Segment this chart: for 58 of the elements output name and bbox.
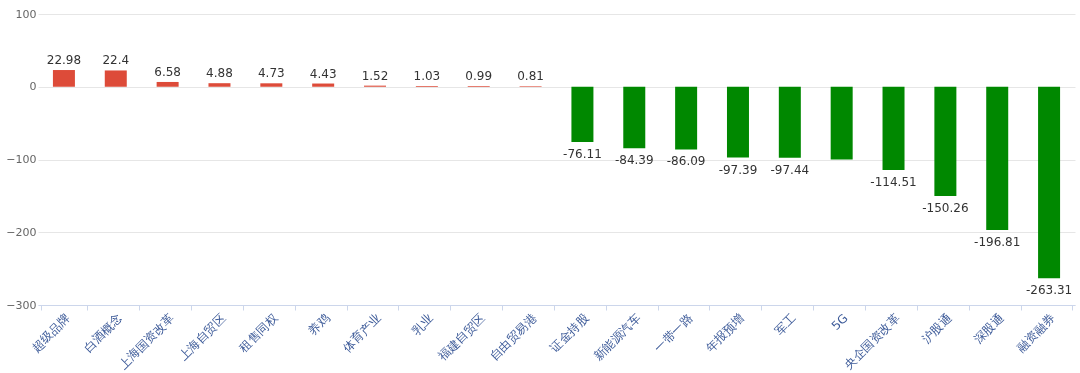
data-label: 4.73	[257, 66, 285, 81]
x-tick-label: 年报预增	[703, 311, 747, 355]
data-label: 0.99	[465, 69, 493, 84]
x-tick-label: 租售同权	[236, 311, 281, 355]
x-tick-label: 养鸡	[305, 311, 333, 338]
data-label: 4.43	[309, 66, 337, 81]
x-tick-label: 深股通	[970, 311, 1007, 347]
data-label: -196.81	[974, 234, 1021, 249]
data-label: 1.03	[413, 69, 441, 83]
data-label: -76.11	[563, 147, 602, 162]
x-tick-label: 上海自贸区	[176, 311, 229, 364]
x-tick-label: 融资融券	[1014, 311, 1059, 355]
x-tick-label: 自由贸易港	[487, 311, 540, 364]
bar	[1038, 86, 1061, 279]
x-tick-label: 超级品牌	[29, 311, 73, 355]
bar	[986, 86, 1009, 230]
x-tick-label: 军工	[771, 311, 799, 338]
x-tick-label: 白酒概念	[80, 311, 125, 355]
bar	[623, 86, 646, 149]
data-label: -114.51	[870, 175, 917, 190]
bar	[571, 86, 594, 143]
data-label: 22.98	[46, 53, 82, 68]
y-tick-label: 0	[29, 80, 37, 94]
bar	[52, 70, 75, 87]
y-tick-label: −200	[6, 225, 37, 239]
data-label: 6.58	[154, 64, 181, 79]
x-tick-label: 5G	[828, 311, 851, 333]
y-tick-label: −100	[6, 153, 37, 166]
x-tick-label: 沪股通	[919, 311, 955, 347]
data-label: -84.39	[614, 153, 654, 168]
data-label: -97.39	[718, 162, 758, 177]
data-label: 1.52	[361, 68, 389, 83]
x-tick-label: 新能源汽车	[590, 311, 644, 364]
data-label: -263.31	[1025, 283, 1073, 298]
data-label: -150.26	[922, 201, 969, 216]
bar	[934, 86, 957, 197]
x-tick-label: 证金持股	[547, 311, 592, 355]
data-label: 4.88	[206, 66, 233, 81]
data-label: -86.09	[666, 154, 706, 169]
bar	[312, 83, 335, 87]
x-tick-label: 福建自贸区	[435, 311, 488, 364]
bar	[260, 83, 283, 87]
y-tick-label: 100	[15, 7, 37, 21]
bar	[156, 81, 179, 87]
bar	[208, 83, 231, 87]
bar	[830, 86, 853, 160]
data-label: 22.4	[102, 53, 130, 68]
bar	[882, 86, 905, 171]
bar	[778, 86, 801, 158]
bar	[104, 70, 127, 87]
x-tick-label: 乳业	[408, 311, 436, 338]
bar	[675, 86, 698, 150]
bar	[726, 86, 749, 158]
y-tick-label: −300	[6, 298, 37, 312]
x-tick-label: 体育产业	[340, 311, 385, 355]
data-label: 0.81	[517, 69, 544, 84]
x-tick-label: 一带一路	[651, 311, 696, 355]
data-label: -97.44	[770, 162, 810, 177]
